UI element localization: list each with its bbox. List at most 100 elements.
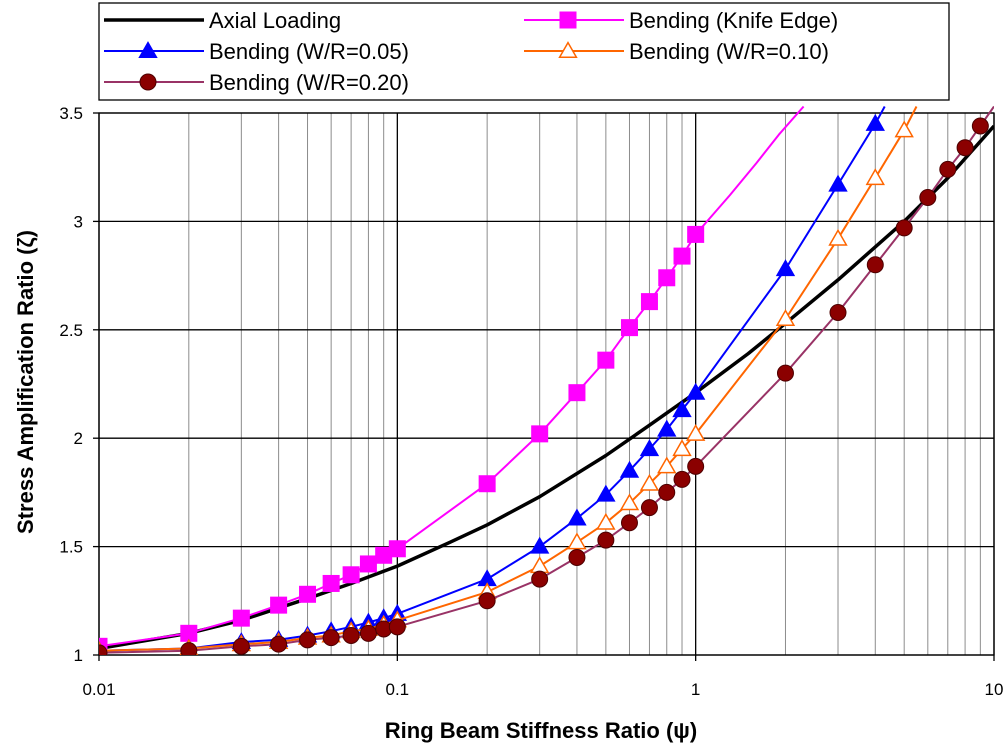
- data-point: [865, 168, 885, 186]
- x-tick-label: 0.01: [82, 680, 115, 699]
- series-line: [99, 124, 994, 651]
- data-point: [232, 609, 250, 627]
- data-point: [657, 419, 677, 437]
- data-point: [597, 531, 615, 549]
- data-point: [596, 484, 616, 502]
- data-point: [568, 384, 586, 402]
- y-axis-title: Stress Amplification Ratio (ζ): [13, 230, 38, 534]
- data-point: [529, 556, 550, 574]
- data-point: [342, 566, 360, 584]
- series-bending-w-r-0-05: [99, 106, 886, 655]
- y-tick-label: 3: [74, 212, 83, 231]
- data-point: [775, 259, 796, 277]
- data-point: [685, 382, 706, 400]
- data-point: [685, 423, 706, 441]
- data-point: [672, 400, 692, 418]
- series-bending-w-r-0-20: [99, 105, 994, 655]
- data-point: [478, 592, 496, 610]
- legend-label: Bending (W/R=0.10): [629, 39, 829, 64]
- data-point: [180, 642, 198, 655]
- data-point: [388, 540, 406, 558]
- data-point: [322, 574, 340, 592]
- data-point: [138, 41, 158, 59]
- series-line: [99, 105, 805, 648]
- data-point: [971, 117, 989, 135]
- data-point: [639, 439, 660, 457]
- y-tick-label: 3.5: [59, 104, 83, 123]
- data-point: [139, 73, 157, 91]
- data-point: [529, 536, 550, 554]
- data-point: [828, 174, 848, 192]
- data-point: [597, 351, 615, 369]
- data-point: [270, 596, 288, 614]
- data-point: [299, 585, 317, 603]
- data-point: [531, 425, 549, 443]
- data-point: [99, 644, 108, 655]
- legend-item: Bending (Knife Edge): [524, 8, 838, 33]
- data-point: [939, 160, 957, 178]
- y-tick-label: 2: [74, 429, 83, 448]
- data-point: [322, 629, 340, 647]
- data-point: [687, 225, 705, 243]
- series-line: [99, 106, 918, 652]
- data-point: [359, 624, 377, 642]
- plot-area: [99, 105, 994, 655]
- data-point: [775, 309, 796, 327]
- data-point: [558, 41, 578, 59]
- x-axis-ticks: 0.01 0.1 1 10: [82, 655, 1003, 699]
- series-line: [99, 105, 994, 654]
- data-point: [673, 470, 691, 488]
- data-point: [531, 570, 549, 588]
- data-point: [687, 457, 705, 475]
- x-tick-label: 1: [691, 680, 700, 699]
- x-axis-title: Ring Beam Stiffness Ratio (ψ): [385, 718, 697, 743]
- data-point: [640, 293, 658, 311]
- legend-item: Bending (W/R=0.05): [104, 39, 409, 64]
- data-point: [342, 626, 360, 644]
- data-point: [232, 637, 250, 655]
- x-tick-label: 0.1: [386, 680, 410, 699]
- data-point: [567, 532, 587, 550]
- data-point: [673, 247, 691, 265]
- data-point: [919, 189, 937, 207]
- data-point: [865, 113, 885, 131]
- data-point: [640, 499, 658, 517]
- data-point: [620, 514, 638, 532]
- y-tick-label: 1: [74, 646, 83, 665]
- legend-item: Bending (W/R=0.20): [104, 70, 409, 95]
- data-point: [596, 512, 616, 530]
- legend: Axial Loading Bending (Knife Edge) Bending…: [98, 2, 950, 101]
- data-point: [828, 228, 848, 246]
- data-point: [620, 319, 638, 337]
- data-point: [559, 11, 577, 29]
- x-tick-label: 10: [985, 680, 1004, 699]
- data-point: [568, 548, 586, 566]
- data-point: [672, 439, 692, 457]
- series-axial-loading: [99, 124, 994, 651]
- legend-item: Bending (W/R=0.10): [524, 39, 829, 64]
- legend-item: Axial Loading: [104, 8, 341, 33]
- series-bending-knife-edge: [99, 105, 805, 655]
- legend-label: Bending (W/R=0.05): [209, 39, 409, 64]
- series-bending-w-r-0-10: [99, 106, 918, 655]
- data-point: [619, 493, 640, 511]
- data-point: [567, 508, 587, 526]
- data-point: [388, 618, 406, 636]
- data-point: [657, 456, 677, 474]
- data-point: [299, 631, 317, 649]
- data-point: [776, 364, 794, 382]
- data-point: [639, 473, 660, 491]
- legend-label: Bending (Knife Edge): [629, 8, 838, 33]
- data-point: [359, 555, 377, 573]
- data-point: [658, 483, 676, 501]
- data-point: [619, 460, 640, 478]
- y-tick-label: 2.5: [59, 321, 83, 340]
- data-point: [956, 139, 974, 157]
- series-line: [99, 106, 886, 652]
- data-point: [866, 256, 884, 274]
- data-point: [478, 475, 496, 493]
- data-point: [895, 219, 913, 237]
- data-point: [658, 269, 676, 287]
- data-point: [894, 120, 914, 138]
